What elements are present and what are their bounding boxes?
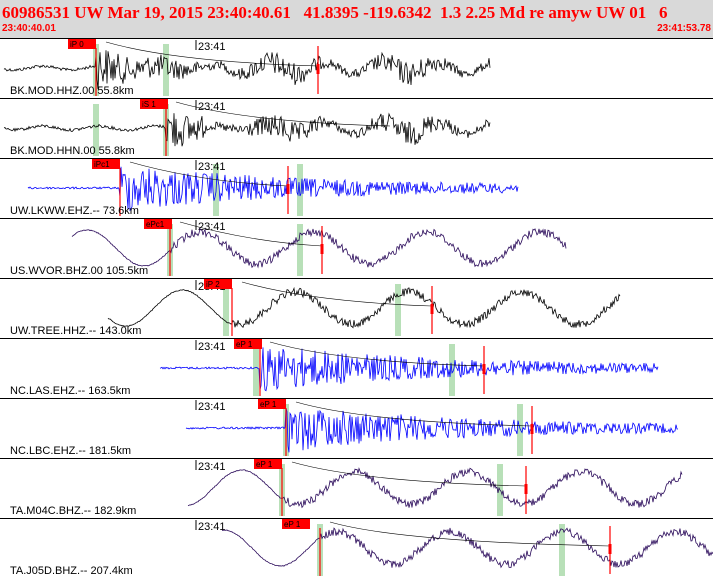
phase-pick-flag[interactable]: [254, 459, 282, 469]
window-end-time: 23:41:53.78: [657, 23, 711, 34]
travel-time-curve: [105, 41, 319, 67]
trace-panel[interactable]: 23:41 iPc1 UW.LKWW.EHZ.-- 73.6km: [0, 158, 713, 218]
station-label: BK.MOD.HHZ.00 55.8km: [10, 85, 133, 97]
phase-pick-label: eP 1: [284, 520, 301, 529]
trace-panel[interactable]: 23:41 eP 1 NC.LAS.EHZ.-- 163.5km: [0, 338, 713, 398]
phase-pick-flag[interactable]: [68, 39, 96, 49]
phase-pick-flag[interactable]: [234, 339, 262, 349]
seismic-trace: [159, 347, 659, 392]
phase-pick-flag[interactable]: [144, 219, 172, 229]
travel-time-curve: [269, 341, 485, 367]
pick-window: [297, 224, 303, 276]
seismic-trace: [3, 112, 491, 147]
phase-pick-label: iPc1: [94, 160, 110, 169]
minute-tick-label: 23:41: [198, 101, 226, 113]
travel-time-curve: [175, 101, 391, 127]
phase-pick-flag[interactable]: [282, 519, 310, 529]
trace-panel[interactable]: 23:41 eP 1 NC.LBC.EHZ.-- 181.5km: [0, 398, 713, 458]
event-header: 60986531 UW Mar 19, 2015 23:40:40.61 41.…: [0, 0, 713, 39]
pick-window: [253, 344, 259, 396]
s-pick-marker[interactable]: [608, 544, 612, 554]
seismogram-panels[interactable]: 23:41 iP 0 BK.MOD.HHZ.00 55.8km 23:41 iS 1 BK…: [0, 38, 713, 578]
minute-tick-label: 23:41: [198, 341, 226, 353]
pick-window: [517, 404, 523, 456]
seismic-trace: [107, 286, 621, 329]
phase-pick-label: eP 1: [256, 460, 273, 469]
phase-pick-label: eP 1: [260, 400, 277, 409]
phase-pick-flag[interactable]: [204, 279, 232, 289]
s-pick-marker[interactable]: [320, 244, 324, 254]
station-label: TA.M04C.BHZ.-- 182.9km: [10, 505, 136, 517]
station-label: NC.LAS.EHZ.-- 163.5km: [10, 385, 130, 397]
travel-time-curve: [129, 161, 289, 187]
phase-pick-label: ePc1: [146, 220, 165, 229]
minute-tick-label: 23:41: [198, 461, 226, 473]
seismic-trace: [185, 407, 678, 453]
station-label: BK.MOD.HHN.00 55.8km: [10, 145, 135, 157]
phase-pick-flag[interactable]: [140, 99, 168, 109]
pick-window: [93, 104, 99, 156]
phase-pick-label: eP 1: [236, 340, 253, 349]
minute-tick-label: 23:41: [198, 41, 226, 53]
phase-pick-label: iP 2: [206, 280, 220, 289]
travel-time-curve: [241, 281, 433, 307]
trace-panel[interactable]: 23:41 iP 0 BK.MOD.HHZ.00 55.8km: [0, 38, 713, 98]
s-pick-marker[interactable]: [286, 184, 290, 194]
station-label: UW.LKWW.EHZ.-- 73.6km: [10, 205, 139, 217]
station-label: US.WVOR.BHZ.00 105.5km: [10, 265, 148, 277]
pick-window: [297, 164, 303, 216]
trace-panel[interactable]: 23:41 eP 1 TA.J05D.BHZ.-- 207.4km: [0, 518, 713, 578]
trace-panel[interactable]: 23:41 iS 1 BK.MOD.HHN.00 55.8km: [0, 98, 713, 158]
travel-time-curve: [291, 461, 527, 487]
station-label: UW.TREE.HHZ.-- 143.0km: [10, 325, 141, 337]
seismic-trace: [27, 166, 519, 212]
phase-pick-label: iP 0: [70, 40, 84, 49]
pick-window: [223, 284, 229, 336]
s-pick-marker[interactable]: [316, 64, 320, 74]
minute-tick-label: 23:41: [198, 401, 226, 413]
phase-pick-flag[interactable]: [92, 159, 120, 169]
s-pick-marker[interactable]: [530, 424, 534, 434]
pick-window: [559, 524, 565, 576]
seismic-trace: [71, 227, 567, 269]
travel-time-curve: [179, 221, 323, 247]
pick-window: [395, 284, 401, 336]
seismic-trace: [187, 467, 683, 509]
s-pick-marker[interactable]: [482, 364, 486, 374]
window-start-time: 23:40:40.01: [2, 23, 56, 34]
pick-window: [163, 44, 169, 96]
s-pick-marker[interactable]: [524, 484, 528, 494]
minute-tick-label: 23:41: [198, 521, 226, 533]
minute-tick-label: 23:41: [198, 161, 226, 173]
trace-panel[interactable]: 23:41 eP 1 TA.M04C.BHZ.-- 182.9km: [0, 458, 713, 518]
phase-pick-label: iS 1: [142, 100, 156, 109]
seismic-trace: [3, 50, 491, 89]
station-label: NC.LBC.EHZ.-- 181.5km: [10, 445, 131, 457]
event-title: 60986531 UW Mar 19, 2015 23:40:40.61 41.…: [2, 3, 668, 22]
s-pick-marker[interactable]: [430, 304, 434, 314]
travel-time-curve: [329, 521, 611, 547]
seismic-trace: [222, 527, 713, 569]
phase-pick-flag[interactable]: [258, 399, 286, 409]
travel-time-curve: [295, 401, 533, 427]
station-label: TA.J05D.BHZ.-- 207.4km: [10, 565, 133, 577]
